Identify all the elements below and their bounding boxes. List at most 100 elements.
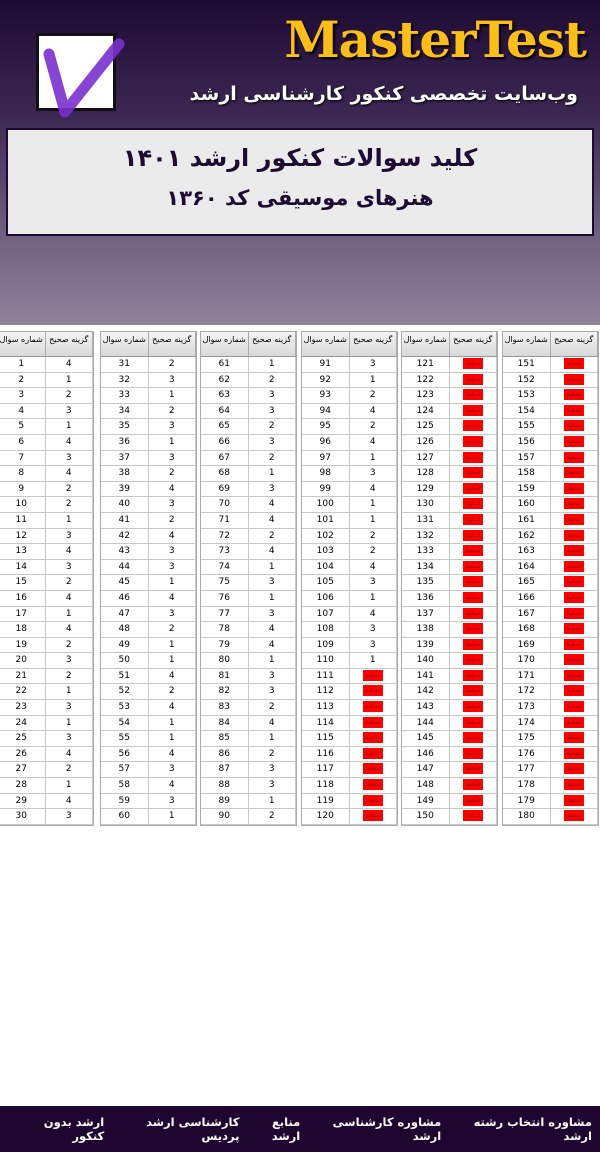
correct-answer: سفید xyxy=(450,622,497,637)
correct-answer: 2 xyxy=(46,762,93,778)
table-row: 118 سفید xyxy=(302,778,397,794)
table-row: 151 سفید xyxy=(503,357,598,373)
question-number: 32 xyxy=(101,372,149,388)
table-row: 165 سفید xyxy=(503,575,598,591)
correct-answer: 1 xyxy=(149,715,196,731)
correct-answer: 3 xyxy=(46,403,93,419)
table-row: 122 سفید xyxy=(402,372,497,389)
question-number: 13 xyxy=(0,544,46,559)
table-row: 29 4 xyxy=(0,793,93,810)
question-number: 17 xyxy=(0,606,46,622)
correct-answer: سفید xyxy=(450,434,497,450)
correct-answer: 4 xyxy=(249,715,296,731)
footer-link[interactable]: مشاوره انتخاب رشته ارشد xyxy=(473,1115,592,1143)
table-row: 104 4 xyxy=(302,559,397,576)
question-number: 58 xyxy=(101,778,149,793)
table-row: 94 4 xyxy=(302,403,397,420)
correct-answer: 2 xyxy=(46,668,93,684)
footer-link[interactable]: منابع ارشد xyxy=(271,1115,301,1143)
blank-badge: سفید xyxy=(462,779,483,791)
correct-answer: سفید xyxy=(551,793,598,809)
table-row: 42 4 xyxy=(101,528,196,545)
correct-answer: 3 xyxy=(149,419,196,434)
blank-badge: سفید xyxy=(563,654,584,666)
question-number: 126 xyxy=(402,434,450,450)
question-number: 120 xyxy=(302,809,350,824)
correct-answer: سفید xyxy=(450,590,497,606)
question-number: 36 xyxy=(101,434,149,450)
blank-badge: سفید xyxy=(563,576,584,588)
table-row: 74 1 xyxy=(201,559,296,576)
question-number: 81 xyxy=(201,668,249,684)
correct-answer: 2 xyxy=(249,700,296,715)
question-number: 52 xyxy=(101,684,149,700)
table-header: شماره سوال گزینه صحیح xyxy=(503,332,598,357)
question-number: 6 xyxy=(0,434,46,450)
question-number: 139 xyxy=(402,637,450,653)
question-number: 135 xyxy=(402,575,450,590)
correct-answer: 4 xyxy=(350,434,397,450)
blank-badge: سفید xyxy=(563,358,584,369)
correct-answer: 4 xyxy=(350,606,397,622)
table-row: 163 سفید xyxy=(503,544,598,560)
correct-answer: سفید xyxy=(551,622,598,637)
correct-answer: 4 xyxy=(46,466,93,481)
question-number: 87 xyxy=(201,762,249,778)
question-number: 173 xyxy=(503,700,551,715)
question-number: 131 xyxy=(402,512,450,528)
blank-badge: سفید xyxy=(462,763,483,775)
correct-answer: سفید xyxy=(450,528,497,544)
question-number: 9 xyxy=(0,481,46,497)
correct-answer: 2 xyxy=(46,388,93,403)
footer-link[interactable]: ارشد بدون کنکور xyxy=(43,1115,105,1143)
footer-link[interactable]: کارشناسی ارشد پردیس xyxy=(146,1115,240,1143)
question-number: 84 xyxy=(201,715,249,731)
correct-answer: سفید xyxy=(551,403,598,419)
table-row: 123 سفید xyxy=(402,388,497,404)
correct-answer: 1 xyxy=(249,731,296,746)
table-row: 76 1 xyxy=(201,590,296,607)
table-row: 108 3 xyxy=(302,622,397,638)
footer-link[interactable]: مشاوره کارشناسی ارشد xyxy=(332,1115,442,1143)
question-number: 19 xyxy=(0,637,46,653)
question-number: 11 xyxy=(0,512,46,528)
blank-badge: سفید xyxy=(462,451,483,463)
correct-answer: سفید xyxy=(551,357,598,372)
table-row: 12 3 xyxy=(0,528,93,545)
table-row: 73 4 xyxy=(201,544,296,560)
question-number: 44 xyxy=(101,559,149,575)
correct-answer: سفید xyxy=(551,684,598,700)
question-number: 45 xyxy=(101,575,149,590)
table-row: 65 2 xyxy=(201,419,296,435)
correct-answer: سفید xyxy=(350,778,397,793)
correct-answer: سفید xyxy=(450,419,497,434)
table-row: 174 سفید xyxy=(503,715,598,732)
question-number: 33 xyxy=(101,388,149,403)
correct-answer: 4 xyxy=(46,357,93,372)
question-number: 68 xyxy=(201,466,249,481)
correct-answer: 4 xyxy=(249,497,296,512)
blank-badge: سفید xyxy=(563,794,584,806)
table-header: شماره سوال گزینه صحیح xyxy=(201,332,296,357)
question-number: 102 xyxy=(302,528,350,544)
table-row: 90 2 xyxy=(201,809,296,825)
correct-answer: 2 xyxy=(249,746,296,762)
question-number: 27 xyxy=(0,762,46,778)
table-row: 25 3 xyxy=(0,731,93,747)
table-row: 142 سفید xyxy=(402,684,497,701)
question-number: 144 xyxy=(402,715,450,731)
correct-answer: سفید xyxy=(450,793,497,809)
table-row: 18 4 xyxy=(0,622,93,638)
blank-badge: سفید xyxy=(462,669,483,681)
table-row: 33 1 xyxy=(101,388,196,404)
correct-answer: سفید xyxy=(551,668,598,684)
table-row: 50 1 xyxy=(101,653,196,669)
question-number: 159 xyxy=(503,481,551,497)
correct-answer: 1 xyxy=(350,497,397,512)
blank-badge: سفید xyxy=(462,591,483,603)
answer-block: شماره سوال گزینه صحیح 61 1 62 2 63 3 64 3 65 2 66 3 67… xyxy=(200,331,297,826)
blank-badge: سفید xyxy=(462,810,483,822)
question-number: 37 xyxy=(101,450,149,466)
table-row: 127 سفید xyxy=(402,450,497,467)
table-row: 175 سفید xyxy=(503,731,598,747)
